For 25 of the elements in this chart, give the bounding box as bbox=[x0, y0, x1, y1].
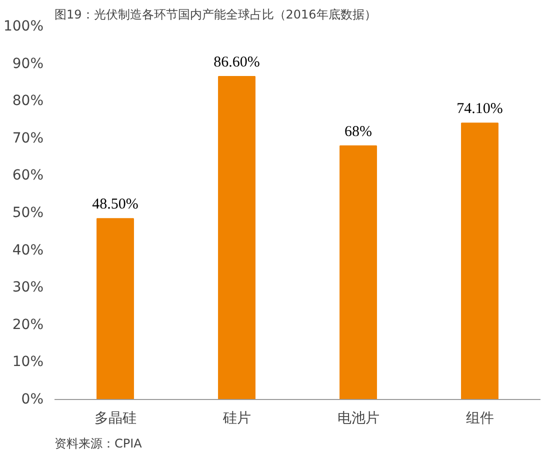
bar bbox=[218, 76, 256, 400]
y-tick-label: 80% bbox=[12, 93, 44, 110]
x-tick-label: 电池片 bbox=[337, 410, 380, 426]
y-tick-label: 50% bbox=[12, 205, 44, 221]
y-tick-label: 20% bbox=[12, 316, 44, 333]
x-tick-label: 组件 bbox=[466, 410, 494, 426]
bar bbox=[461, 122, 498, 400]
y-tick-label: 0% bbox=[21, 392, 44, 408]
y-tick-label: 90% bbox=[12, 56, 44, 72]
x-tick-label: 多晶硅 bbox=[94, 410, 136, 426]
y-tick-label: 100% bbox=[3, 18, 44, 34]
y-tick-label: 60% bbox=[12, 168, 44, 184]
data-label: 86.60% bbox=[214, 54, 260, 70]
y-tick-label: 10% bbox=[12, 354, 44, 370]
data-label: 68% bbox=[344, 124, 372, 140]
y-tick-label: 40% bbox=[12, 242, 44, 258]
chart-title: 图19：光伏制造各环节国内产能全球占比（2016年底数据） bbox=[54, 8, 376, 22]
data-label: 48.50% bbox=[92, 196, 138, 213]
y-tick-label: 70% bbox=[12, 130, 44, 146]
bar bbox=[96, 218, 134, 400]
text: 资料来源：CPIA bbox=[54, 436, 143, 450]
y-tick-label: 30% bbox=[12, 280, 44, 296]
bar bbox=[340, 145, 377, 400]
x-tick-label: 硅片 bbox=[222, 410, 251, 426]
data-label: 74.10% bbox=[456, 101, 503, 118]
